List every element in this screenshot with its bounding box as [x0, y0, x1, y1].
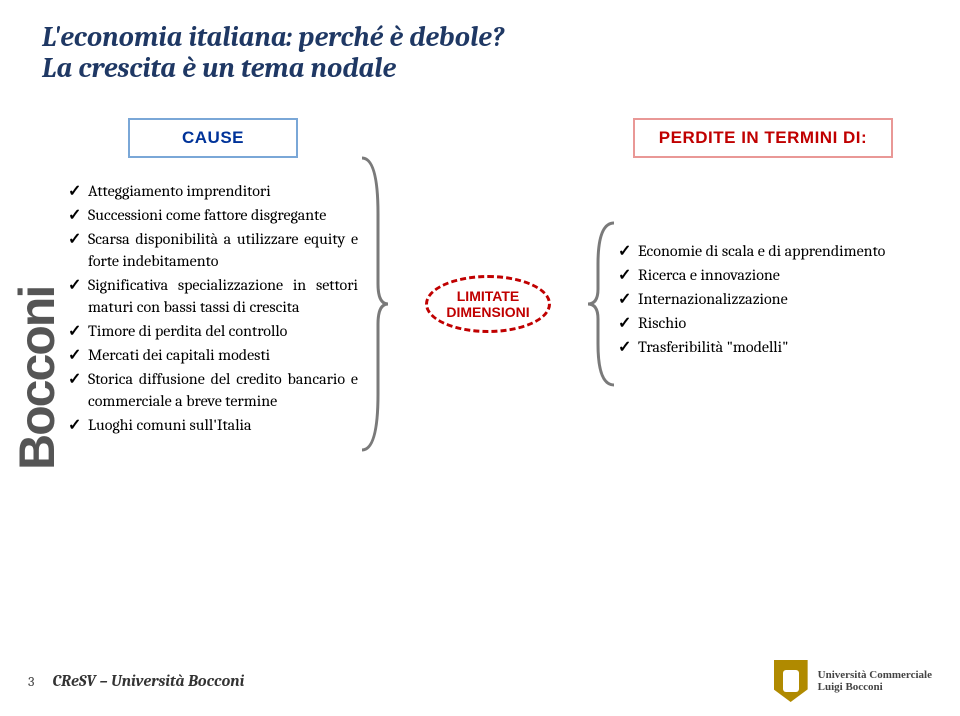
cause-item: Mercati dei capitali modesti — [68, 344, 358, 366]
causes-list: Atteggiamento imprenditori Successioni c… — [68, 180, 358, 437]
cause-item: Storica diffusione del credito bancario … — [68, 368, 358, 412]
brand-vertical: Bocconi — [8, 287, 66, 470]
ellipse-line1: LIMITATE — [457, 288, 519, 304]
perdite-header-box: PERDITE IN TERMINI DI: — [633, 118, 893, 158]
loss-item: Economie di scala e di apprendimento — [618, 240, 908, 262]
loss-item: Internazionalizzazione — [618, 288, 908, 310]
bracket-left-icon — [358, 154, 392, 454]
cause-item: Significativa specializzazione in settor… — [68, 274, 358, 318]
cause-item: Scarsa disponibilità a utilizzare equity… — [68, 228, 358, 272]
cause-item: Timore di perdita del controllo — [68, 320, 358, 342]
content-row: CAUSE Atteggiamento imprenditori Success… — [68, 118, 918, 444]
footer-brand: CReSV – Università Bocconi — [52, 672, 244, 690]
spacer — [358, 118, 618, 164]
cause-item: Successioni come fattore disgregante — [68, 204, 358, 226]
cause-item: Luoghi comuni sull'Italia — [68, 414, 358, 436]
uni-line1: Università Commerciale — [818, 669, 932, 681]
slide-title-line2: La crescita è un tema nodale — [42, 53, 918, 84]
slide-title: L'economia italiana: perché è debole? La… — [42, 22, 918, 84]
cause-header-box: CAUSE — [128, 118, 298, 158]
spacer — [618, 180, 908, 240]
lion-icon — [783, 670, 799, 692]
center-stack: LIMITATE DIMENSIONI — [392, 275, 584, 333]
uni-line2: Luigi Bocconi — [818, 681, 883, 693]
page-number: 3 — [28, 673, 34, 690]
ellipse-line2: DIMENSIONI — [446, 304, 529, 320]
university-logo: Università Commerciale Luigi Bocconi — [774, 660, 932, 702]
university-text: Università Commerciale Luigi Bocconi — [818, 669, 932, 693]
slide-title-line1: L'economia italiana: perché è debole? — [42, 22, 918, 53]
ellipse-limitate: LIMITATE DIMENSIONI — [425, 275, 551, 333]
bracket-right-icon — [584, 219, 618, 389]
middle-inner: LIMITATE DIMENSIONI — [358, 164, 618, 444]
losses-list: Economie di scala e di apprendimento Ric… — [618, 240, 908, 358]
right-column: PERDITE IN TERMINI DI: Economie di scala… — [618, 118, 908, 360]
loss-item: Trasferibilità "modelli" — [618, 336, 908, 358]
cause-item: Atteggiamento imprenditori — [68, 180, 358, 202]
slide-root: Bocconi L'economia italiana: perché è de… — [0, 0, 960, 716]
loss-item: Rischio — [618, 312, 908, 334]
loss-item: Ricerca e innovazione — [618, 264, 908, 286]
middle-column: LIMITATE DIMENSIONI — [358, 118, 618, 444]
ellipse-label: LIMITATE DIMENSIONI — [446, 288, 529, 320]
shield-icon — [774, 660, 808, 702]
left-column: CAUSE Atteggiamento imprenditori Success… — [68, 118, 358, 439]
footer: 3 CReSV – Università Bocconi Università … — [0, 660, 960, 702]
